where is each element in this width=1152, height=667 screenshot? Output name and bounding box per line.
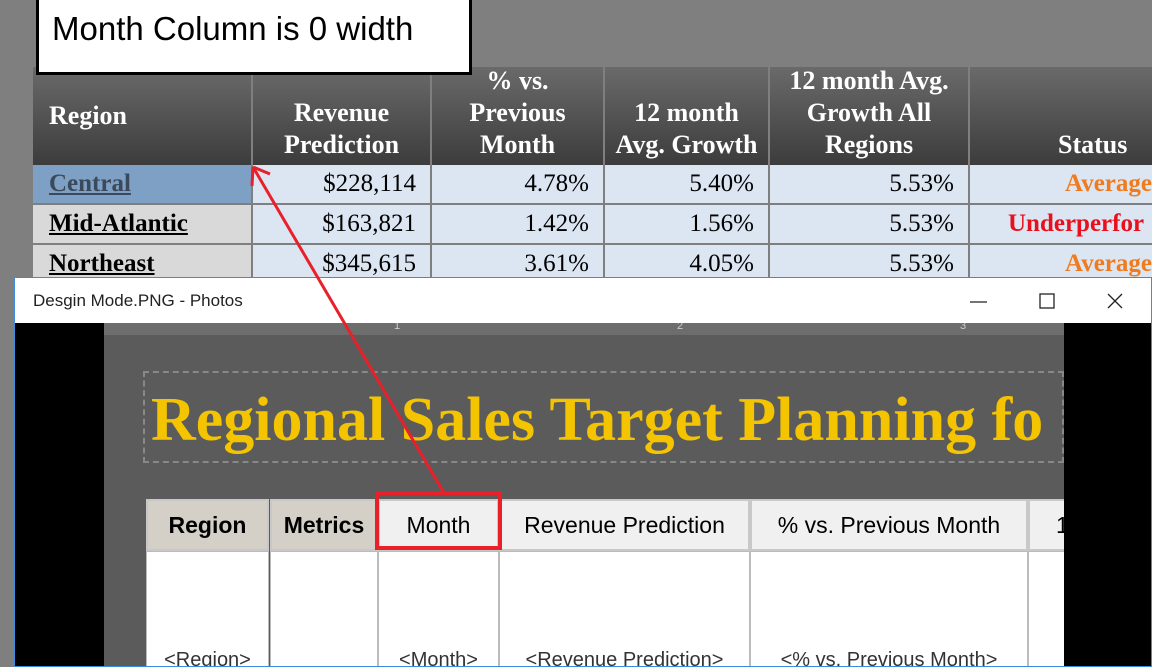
ruler-number: 2 — [677, 323, 684, 332]
design-header: Revenue Prediction — [499, 499, 750, 551]
highlight-box — [375, 491, 502, 550]
column-header: Revenue Prediction — [253, 67, 430, 165]
design-body-cell — [146, 551, 269, 666]
cell: 4.05% — [605, 245, 768, 283]
maximize-button[interactable] — [1039, 293, 1055, 309]
design-body-cell — [1028, 551, 1064, 666]
cell: $163,821 — [253, 205, 430, 243]
cell: 5.53% — [770, 165, 968, 203]
cell: 5.53% — [770, 245, 968, 283]
cell: 3.61% — [432, 245, 603, 283]
cell: 5.40% — [605, 165, 768, 203]
region-link[interactable]: Northeast — [33, 245, 251, 283]
status-cell: Average — [970, 245, 1152, 283]
design-image: 1 2 3 Regional Sales Target Planning fo Re… — [104, 323, 1064, 666]
design-title: Regional Sales Target Planning fo — [143, 371, 1064, 463]
cell: 5.53% — [770, 205, 968, 243]
arrow — [251, 166, 446, 494]
design-header: 1 — [1028, 499, 1064, 551]
region-link[interactable]: Central — [33, 165, 251, 203]
design-header: Metrics — [270, 499, 378, 551]
cell: $345,615 — [253, 245, 430, 283]
region-link[interactable]: Mid-Atlantic — [33, 205, 251, 243]
design-body-cell — [499, 551, 750, 666]
annotation-box: Month Column is 0 width — [36, 0, 472, 75]
arrow-head — [250, 165, 271, 187]
ruler-number: 3 — [960, 323, 967, 332]
column-header: Region — [33, 67, 251, 165]
cell: $228,114 — [253, 165, 430, 203]
cell: 1.56% — [605, 205, 768, 243]
cell: 4.78% — [432, 165, 603, 203]
ruler: 1 2 3 — [104, 323, 1064, 335]
design-header: Month — [378, 499, 499, 551]
design-header: Region — [146, 499, 269, 551]
column-header: % vs. Previous Month — [432, 67, 603, 165]
window-controls — [970, 293, 1123, 309]
window-title: Desgin Mode.PNG - Photos — [33, 291, 243, 310]
design-body-cell — [270, 551, 378, 666]
close-button[interactable] — [1107, 293, 1123, 309]
status-cell: Underperfor — [970, 205, 1152, 243]
design-header: % vs. Previous Month — [750, 499, 1028, 551]
cell: 1.42% — [432, 205, 603, 243]
window-title-bar: Desgin Mode.PNG - Photos — [15, 278, 1151, 323]
column-header: 12 month Avg. Growth — [605, 67, 768, 165]
column-header: 12 month Avg. Growth All Regions — [770, 67, 968, 165]
photos-window: Desgin Mode.PNG - Photos 1 2 3 Regional Sa… — [14, 277, 1152, 667]
column-header: Status — [970, 67, 1152, 165]
design-body-cell — [750, 551, 1028, 666]
ruler-number: 1 — [394, 323, 401, 332]
design-body-cell — [378, 551, 499, 666]
status-cell: Average — [970, 165, 1152, 203]
